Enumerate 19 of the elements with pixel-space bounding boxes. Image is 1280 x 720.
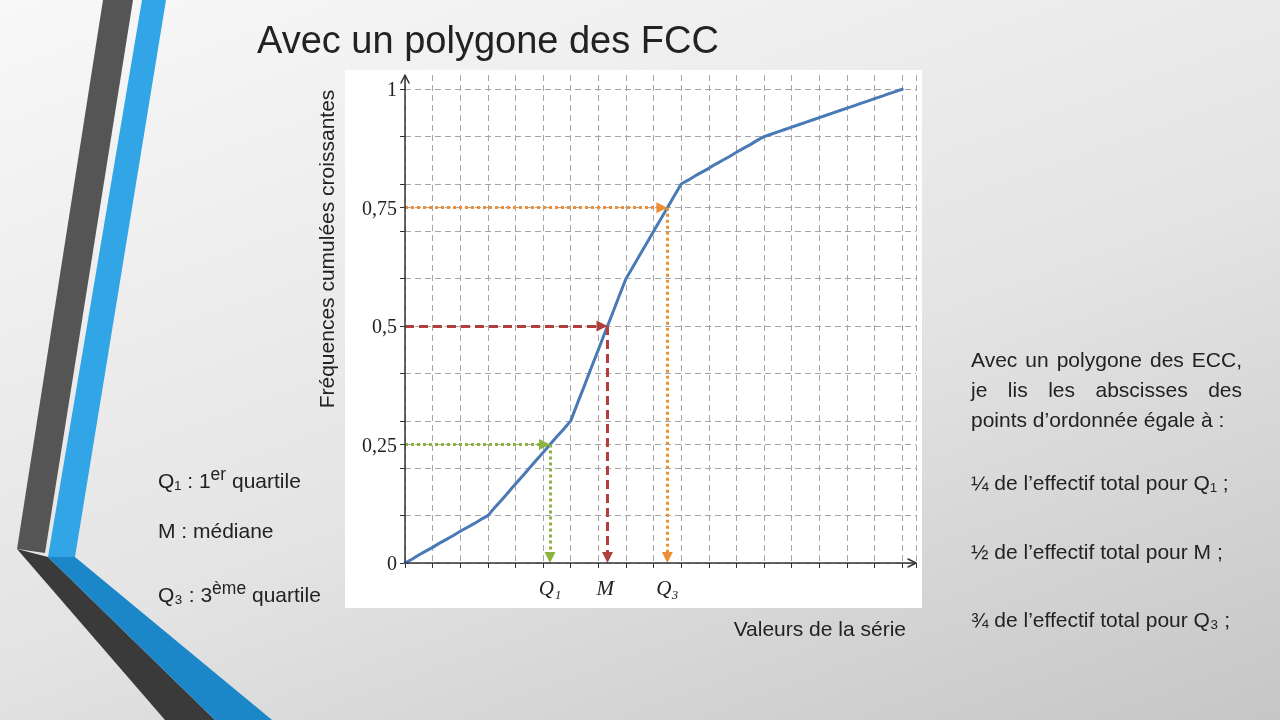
text: ½ de l’effectif total pour M ; (971, 539, 1223, 564)
text: M : médiane (158, 518, 274, 543)
text: ¼ de l’effectif total pour Q₁ ; (971, 470, 1229, 495)
text: Q₃ : 3$^{ème}$ quartile (158, 577, 321, 607)
chart-title: Avec un polygone des FCC (257, 18, 719, 63)
y-axis-title: Fréquences cumulées croissantes (315, 89, 339, 409)
y-tick-label: 1 (387, 78, 397, 101)
x-tick-label: Q₃ (656, 575, 679, 600)
x-tick-label: Q₁ (538, 575, 562, 600)
text: ¾ de l’effectif total pour Q₃ ; (971, 607, 1231, 632)
y-tick-label: 0,25 (362, 433, 397, 456)
x-tick-label: M (595, 575, 616, 600)
y-tick-label: 0,5 (372, 315, 397, 338)
line-series (403, 87, 904, 565)
y-tick-label: 0 (387, 552, 397, 574)
text: Avec un polygone des ECC, je lis les abscisses des points d’ordonnée égale à : (971, 347, 1242, 433)
x-axis-title: Valeurs de la série (733, 616, 906, 641)
y-tick-label: 0,75 (362, 196, 397, 219)
text: Q₁ : 1$^{er}$ quartile (158, 463, 301, 493)
